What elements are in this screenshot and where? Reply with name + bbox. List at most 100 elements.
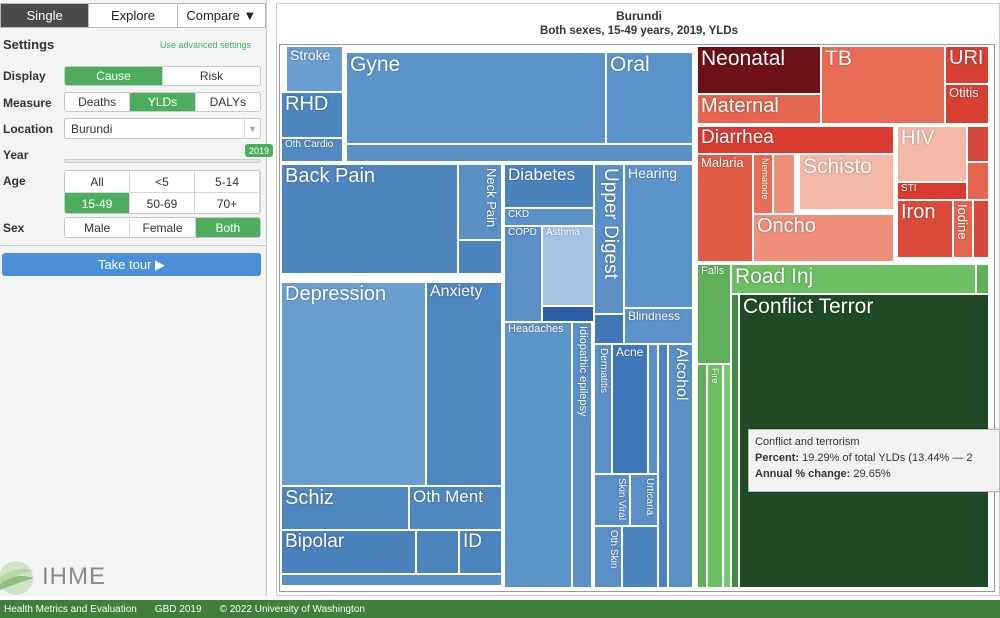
treemap-cell-id[interactable]: ID [459,530,502,574]
treemap-cell-hearing[interactable]: Hearing [624,164,693,308]
treemap-cell-iodine[interactable]: Iodine [953,200,973,258]
tab-single[interactable]: Single [1,4,90,27]
treemap-cell-mental-strip[interactable] [281,574,502,586]
treemap-cell-violence-other[interactable] [731,294,739,588]
treemap-cell-oral[interactable]: Oral [606,52,693,144]
location-label: Location [3,122,53,136]
treemap-cell-tb[interactable]: TB [821,46,945,124]
treemap-cell-sti[interactable]: STI [897,182,967,200]
footer-org: Health Metrics and Evaluation [4,603,137,615]
treemap-cell-rhd[interactable]: RHD [281,92,343,138]
treemap-cell-oth-skin[interactable]: Oth Skin [594,526,622,588]
sex-female-button[interactable]: Female [130,218,196,237]
sex-male-button[interactable]: Male [65,218,131,237]
treemap-cell-oth-cardio[interactable]: Oth Cardio [281,138,343,162]
year-slider-track[interactable] [64,159,261,163]
year-slider-handle[interactable]: 2019 [245,144,274,157]
treemap-cell-mental-other[interactable] [416,530,459,574]
treemap-cell-neonatal[interactable]: Neonatal [697,46,821,94]
tooltip-change-value: 29.65% [853,468,891,480]
treemap-cell-upper-digest[interactable]: Upper Digest [594,164,624,314]
treemap-cell-malaria[interactable]: Malaria [697,154,753,262]
sex-label: Sex [3,221,25,235]
treemap-cell-acne[interactable]: Acne [612,344,648,474]
measure-label: Measure [3,96,52,110]
treemap-cell-resp-other[interactable] [542,306,594,322]
treemap-cell-misc-strip[interactable] [346,144,693,162]
treemap-cell-bipolar[interactable]: Bipolar [281,530,416,574]
treemap-cell-nematode[interactable]: Nematode [753,154,773,214]
treemap-cell-anxiety[interactable]: Anxiety [426,282,502,486]
treemap-cell-alcohol[interactable]: Alcohol [668,344,693,588]
location-value: Burundi [71,121,113,136]
measure-ylds-button[interactable]: YLDs [130,93,196,111]
treemap-cell-urticaria[interactable]: Urticaria [630,474,658,526]
mode-tabs: Single Explore Compare ▼ [0,3,266,28]
treemap-cell-dermatitis[interactable]: Dermatitis [594,344,612,474]
treemap-cell-skin-viral[interactable]: Skin Viral [594,474,630,526]
treemap-cell-nutrition-other[interactable] [973,200,989,258]
treemap-cell-diabetes[interactable]: Diabetes [504,164,594,208]
advanced-settings-link[interactable]: Use advanced settings [160,40,252,50]
chart-title: Burundi [616,9,662,23]
treemap-cell-idiopathic-epilepsy[interactable]: Idiopathic epilepsy [572,322,592,588]
age-under5-button[interactable]: <5 [130,171,195,193]
treemap-cell-otitis[interactable]: Otitis [945,84,989,124]
treemap-cell-stroke[interactable]: Stroke [286,46,343,92]
treemap-cell-comm-other[interactable] [967,126,989,162]
year-label: Year [3,148,29,162]
location-select[interactable]: Burundi ▼ [64,118,261,139]
treemap-cell-headaches[interactable]: Headaches [504,322,572,588]
treemap-cell-neck-pain[interactable]: Neck Pain [458,164,502,240]
treemap-cell-substance-other[interactable] [658,344,668,588]
measure-dalys-button[interactable]: DALYs [209,95,247,109]
divider [0,245,266,246]
treemap-cell-oth-ment[interactable]: Oth Ment [409,486,502,530]
age-15-49-button[interactable]: 15-49 [65,193,130,213]
treemap-cell-copd[interactable]: COPD [504,226,542,322]
treemap-cell-road-inj[interactable]: Road Inj [731,264,976,294]
treemap-cell-ckd[interactable]: CKD [504,208,594,226]
treemap-cell-musculo-other[interactable] [458,240,502,274]
treemap-cell-back-pain[interactable]: Back Pain [281,164,458,274]
tab-compare[interactable]: Compare ▼ [186,8,257,23]
treemap-cell-transport-other[interactable] [976,264,989,294]
treemap-cell-gyne[interactable]: Gyne [346,52,606,144]
hover-tooltip: Conflict and terrorism Percent: 19.29% o… [748,429,1000,492]
display-risk-button[interactable]: Risk [199,69,224,83]
treemap-cell-iron[interactable]: Iron [897,200,953,258]
ihme-logo-text: IHME [42,563,106,590]
tooltip-cause-name: Conflict and terrorism [755,436,860,448]
treemap-cell-digest-other[interactable] [594,314,624,344]
treemap-cell-comm-other-2[interactable] [967,162,989,200]
treemap-cell-uri[interactable]: URI [945,46,989,84]
age-50-69-button[interactable]: 50-69 [130,193,195,213]
treemap-cell-skin-other-2[interactable] [622,526,658,588]
measure-deaths-button[interactable]: Deaths [65,93,131,111]
take-tour-button[interactable]: Take tour ▶ [2,253,261,276]
tab-explore[interactable]: Explore [89,4,178,27]
sex-both-button[interactable]: Both [195,218,260,237]
age-5-14-button[interactable]: 5-14 [195,171,260,193]
treemap-cell-injury-other-2[interactable] [723,364,731,588]
treemap-cell-fire[interactable]: Fire [707,364,723,588]
treemap-cell-falls[interactable]: Falls [697,264,731,364]
treemap-cell-schisto[interactable]: Schisto [799,154,894,210]
treemap-cell-schiz[interactable]: Schiz [281,486,409,530]
measure-toggle: Deaths YLDs DALYs [64,92,261,112]
age-70plus-button[interactable]: 70+ [195,193,260,213]
treemap-cell-maternal[interactable]: Maternal [697,94,821,124]
treemap-cell-skin-other[interactable] [648,344,658,474]
tooltip-percent-label: Percent: [755,452,800,464]
age-all-button[interactable]: All [65,171,130,193]
treemap-cell-ntd-other[interactable] [773,154,795,214]
age-label: Age [3,174,26,188]
treemap-cell-asthma[interactable]: Asthma [542,226,594,306]
treemap-cell-injury-other[interactable] [697,364,707,588]
display-cause-button[interactable]: Cause [65,67,163,85]
treemap-cell-diarrhea[interactable]: Diarrhea [697,126,894,154]
treemap-cell-hiv[interactable]: HIV [897,126,967,182]
treemap-cell-oncho[interactable]: Oncho [753,214,894,262]
treemap-cell-depression[interactable]: Depression [281,282,426,486]
treemap-cell-blindness[interactable]: Blindness [624,308,693,344]
